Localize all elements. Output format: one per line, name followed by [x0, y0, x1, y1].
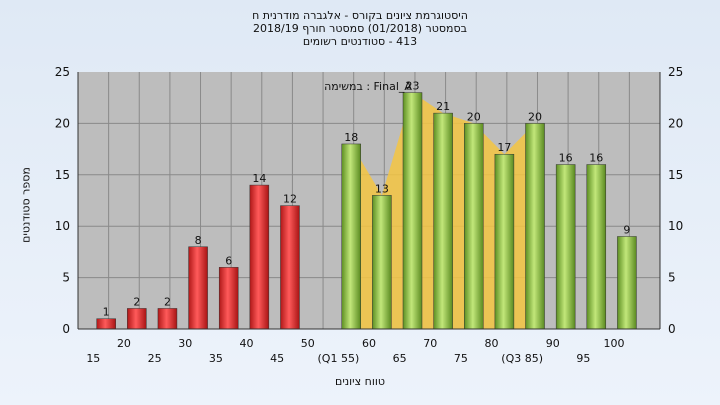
x-tick-label: 90: [546, 337, 560, 350]
y-tick-label-right: 10: [668, 219, 683, 233]
bar-green-60-value-label: 18: [344, 131, 358, 144]
x-tick-label: (Q3 85): [501, 352, 543, 365]
chart-annotation: במשימה : Final_A: [324, 80, 412, 93]
x-tick-label: 60: [362, 337, 376, 350]
y-tick-label-right: 20: [668, 116, 683, 130]
x-tick-label: 50: [301, 337, 315, 350]
chart-title-block: היסטוגרמת ציונים בקורס - אלגברה מודרנית …: [0, 9, 720, 48]
y-tick-label-left: 0: [62, 322, 70, 336]
bar-green-70: [402, 92, 423, 330]
chart-subtitle-semester: בסמסטר (01/2018) סמסטר חורף 2018/19: [253, 22, 467, 35]
x-tick-label: 75: [454, 352, 468, 365]
bar-green-100+-value-label: 9: [623, 223, 630, 236]
x-tick-label: 80: [485, 337, 499, 350]
y-tick-label-left: 25: [55, 65, 70, 79]
x-tick-label: 30: [178, 337, 192, 350]
bar-green-65: [372, 195, 392, 330]
bar-green-80: [464, 123, 484, 330]
bar-green-100+: [617, 236, 637, 330]
bar-red-50: [280, 205, 300, 330]
y-tick-label-left: 10: [55, 219, 70, 233]
bar-red-45-value-label: 14: [252, 172, 266, 185]
bar-green-60: [341, 143, 361, 330]
x-tick-label: 65: [393, 352, 407, 365]
bar-red-40-value-label: 6: [225, 254, 232, 267]
bar-red-30-value-label: 2: [164, 295, 171, 308]
bar-red-40: [218, 267, 239, 330]
bar-red-25: [127, 308, 147, 330]
bar-green-100: [586, 164, 607, 330]
bar-green-95-value-label: 16: [559, 152, 573, 165]
bar-red-20: [96, 318, 116, 330]
y-tick-label-left: 20: [55, 116, 70, 130]
x-tick-label: (Q1 55): [318, 352, 360, 365]
bar-green-75: [433, 112, 453, 330]
y-tick-label-right: 25: [668, 65, 683, 79]
x-tick-label: 15: [86, 352, 100, 365]
x-tick-label: 45: [270, 352, 284, 365]
x-tick-label: 20: [117, 337, 131, 350]
bar-green-80-value-label: 20: [467, 110, 481, 123]
bar-green-100-value-label: 16: [589, 152, 603, 165]
x-tick-label: 95: [576, 352, 590, 365]
x-tick-label: 100: [604, 337, 625, 350]
x-tick-label: 25: [148, 352, 162, 365]
chart-title: היסטוגרמת ציונים בקורס - אלגברה מודרנית …: [252, 9, 468, 22]
bar-red-20-value-label: 1: [103, 306, 110, 319]
bar-green-85: [494, 153, 515, 330]
x-tick-label: 35: [209, 352, 223, 365]
bar-red-50-value-label: 12: [283, 193, 297, 206]
bar-red-25-value-label: 2: [133, 295, 140, 308]
bar-green-70-value-label: 23: [405, 80, 419, 93]
y-tick-label-left: 5: [62, 271, 70, 285]
x-tick-label: 40: [239, 337, 253, 350]
y-tick-label-right: 0: [668, 322, 676, 336]
y-tick-label-left: 15: [55, 168, 70, 182]
bar-red-35: [188, 246, 208, 330]
y-tick-label-right: 5: [668, 271, 676, 285]
bar-green-65-value-label: 13: [375, 182, 389, 195]
bar-green-95: [555, 164, 576, 330]
bar-red-35-value-label: 8: [195, 234, 202, 247]
bar-green-90: [525, 123, 545, 330]
bar-green-90-value-label: 20: [528, 110, 542, 123]
x-axis-label: טווח ציונים: [335, 375, 385, 388]
y-tick-label-right: 15: [668, 168, 683, 182]
bar-red-45: [249, 184, 270, 330]
x-tick-label: 70: [423, 337, 437, 350]
bar-green-75-value-label: 21: [436, 100, 450, 113]
bar-red-30: [157, 308, 178, 330]
chart-subtitle-students: 413 - סטודנטים רשומים: [302, 35, 418, 48]
bar-green-85-value-label: 17: [497, 141, 511, 154]
